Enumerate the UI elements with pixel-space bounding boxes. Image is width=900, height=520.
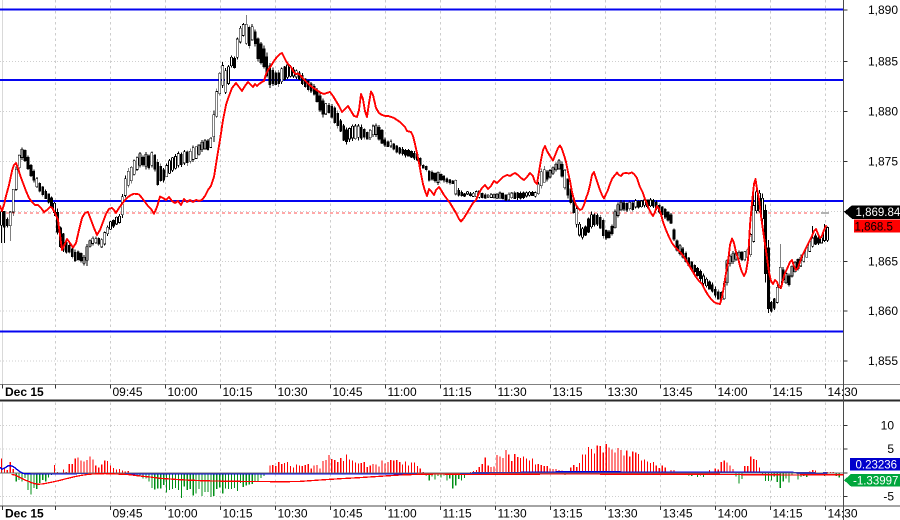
svg-text:1,890: 1,890	[868, 3, 898, 17]
svg-text:10:00: 10:00	[168, 385, 198, 399]
svg-text:09:45: 09:45	[113, 507, 143, 520]
svg-text:13:30: 13:30	[608, 507, 638, 520]
svg-text:13:45: 13:45	[663, 385, 693, 399]
svg-text:11:15: 11:15	[443, 507, 472, 520]
svg-text:10:15: 10:15	[223, 385, 253, 399]
svg-text:1,865: 1,865	[868, 255, 898, 269]
svg-text:13:15: 13:15	[553, 385, 583, 399]
svg-text:10:30: 10:30	[278, 385, 308, 399]
svg-text:10:45: 10:45	[333, 385, 363, 399]
svg-text:Dec 15: Dec 15	[5, 507, 44, 520]
svg-text:13:45: 13:45	[663, 507, 693, 520]
svg-text:14:15: 14:15	[773, 507, 803, 520]
svg-text:-5: -5	[883, 490, 894, 504]
svg-text:1,875: 1,875	[868, 155, 898, 169]
svg-text:10:00: 10:00	[168, 507, 198, 520]
svg-text:11:00: 11:00	[388, 385, 417, 399]
svg-text:14:00: 14:00	[718, 385, 748, 399]
svg-text:13:15: 13:15	[553, 507, 583, 520]
svg-text:1,855: 1,855	[868, 354, 898, 368]
svg-text:10:30: 10:30	[278, 507, 308, 520]
svg-text:14:30: 14:30	[828, 507, 858, 520]
svg-text:13:30: 13:30	[608, 385, 638, 399]
svg-text:10:45: 10:45	[333, 507, 363, 520]
svg-text:Dec 15: Dec 15	[5, 385, 44, 399]
svg-text:1,885: 1,885	[868, 55, 898, 69]
svg-text:14:15: 14:15	[773, 385, 803, 399]
svg-text:1,880: 1,880	[868, 105, 898, 119]
svg-text:14:00: 14:00	[718, 507, 748, 520]
svg-text:1,868.5: 1,868.5	[855, 221, 893, 233]
svg-text:11:00: 11:00	[388, 507, 417, 520]
svg-text:5: 5	[887, 442, 894, 456]
svg-text:11:30: 11:30	[498, 385, 527, 399]
svg-text:10: 10	[881, 419, 895, 433]
svg-text:0.23236: 0.23236	[856, 460, 898, 472]
svg-text:1,869.84: 1,869.84	[856, 207, 900, 219]
svg-text:1,860: 1,860	[868, 304, 898, 318]
svg-text:11:15: 11:15	[443, 385, 472, 399]
svg-text:10:15: 10:15	[223, 507, 253, 520]
svg-text:09:45: 09:45	[113, 385, 143, 399]
svg-text:-1.33997: -1.33997	[853, 475, 898, 487]
svg-text:14:30: 14:30	[828, 385, 858, 399]
svg-text:11:30: 11:30	[498, 507, 527, 520]
